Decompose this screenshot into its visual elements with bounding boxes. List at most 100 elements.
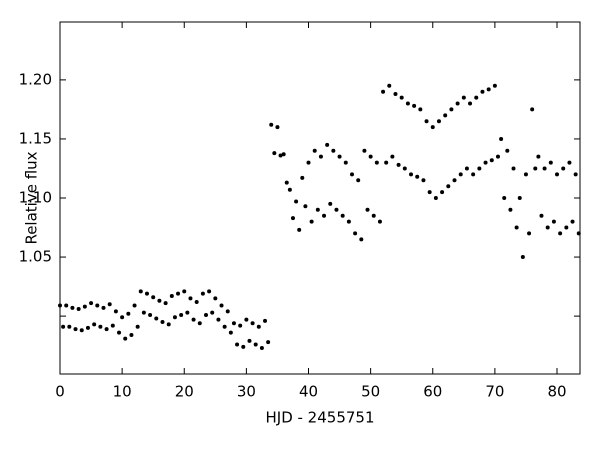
data-point <box>464 166 469 171</box>
data-point <box>272 151 277 156</box>
data-point <box>555 172 560 177</box>
y-tick-label: 1.15 <box>19 129 52 147</box>
data-point <box>542 166 547 171</box>
data-point <box>328 201 333 206</box>
data-point <box>365 207 370 212</box>
data-point <box>67 324 72 329</box>
data-point <box>322 213 327 218</box>
data-point <box>306 160 311 165</box>
data-point <box>390 154 395 159</box>
data-point <box>337 154 342 159</box>
data-point <box>402 166 407 171</box>
data-point <box>483 160 488 165</box>
data-point <box>318 154 323 159</box>
data-point <box>235 342 240 347</box>
data-point <box>558 231 563 236</box>
data-point <box>85 325 90 330</box>
data-point <box>424 119 429 124</box>
data-point <box>573 172 578 177</box>
data-point <box>399 95 404 100</box>
data-point <box>231 321 236 326</box>
data-point <box>241 344 246 349</box>
data-point <box>405 101 410 106</box>
data-point <box>436 119 441 124</box>
data-point <box>418 107 423 112</box>
data-point <box>266 340 271 345</box>
data-point <box>281 152 286 157</box>
data-point <box>160 320 165 325</box>
y-tick-label: 1.20 <box>19 70 52 88</box>
data-point <box>455 101 460 106</box>
data-point <box>148 312 153 317</box>
data-point <box>98 324 103 329</box>
data-point <box>113 309 118 314</box>
data-point <box>446 184 451 189</box>
x-tick-label: 50 <box>361 383 380 401</box>
data-point <box>213 296 218 301</box>
data-point <box>471 172 476 177</box>
data-point <box>64 303 69 308</box>
data-point <box>70 305 75 310</box>
data-point <box>141 310 146 315</box>
data-point <box>433 196 438 200</box>
data-point <box>225 309 230 314</box>
data-point <box>315 207 320 212</box>
data-point <box>359 237 364 242</box>
data-point <box>368 154 373 159</box>
data-point <box>300 175 305 180</box>
data-point <box>564 225 569 230</box>
data-point <box>381 89 386 94</box>
data-point <box>61 324 66 329</box>
data-point <box>284 180 289 185</box>
x-axis-label: HJD - 2455751 <box>265 409 374 427</box>
data-point <box>536 154 541 159</box>
data-point <box>129 333 134 338</box>
data-point <box>290 216 295 221</box>
data-point <box>530 107 535 112</box>
data-point <box>349 172 354 177</box>
data-point <box>371 213 376 218</box>
data-point <box>514 225 519 230</box>
data-point <box>449 107 454 112</box>
data-point <box>92 322 97 327</box>
data-point <box>396 162 401 167</box>
data-point <box>120 315 125 320</box>
data-point <box>567 160 572 165</box>
data-point <box>477 166 482 171</box>
data-point <box>548 160 553 165</box>
data-point <box>154 316 159 321</box>
data-point <box>169 294 174 299</box>
data-point <box>256 324 261 329</box>
data-point <box>135 324 140 329</box>
data-point <box>461 95 466 100</box>
data-point <box>191 317 196 322</box>
data-point <box>250 321 255 326</box>
data-point <box>144 291 149 296</box>
y-axis-label: Relative flux <box>23 151 41 244</box>
data-point <box>263 318 268 323</box>
x-tick-label: 70 <box>485 383 504 401</box>
data-point <box>107 302 112 307</box>
data-point <box>409 172 414 177</box>
data-point <box>101 305 106 310</box>
data-point <box>222 324 227 329</box>
data-point <box>374 160 379 165</box>
data-point <box>480 89 485 94</box>
data-point <box>430 125 435 130</box>
data-point <box>325 142 330 147</box>
data-point <box>275 125 280 130</box>
data-point <box>247 338 252 343</box>
data-point <box>207 289 212 294</box>
x-tick-label: 80 <box>547 383 566 401</box>
data-point <box>163 301 168 306</box>
data-point <box>166 322 171 327</box>
plot-frame <box>59 21 581 375</box>
data-point <box>570 219 575 224</box>
data-point <box>188 296 193 301</box>
x-tick-label: 10 <box>113 383 132 401</box>
x-tick-label: 60 <box>423 383 442 401</box>
data-point <box>157 298 162 303</box>
data-point <box>73 327 78 332</box>
data-point <box>545 225 550 230</box>
data-point <box>95 303 100 308</box>
